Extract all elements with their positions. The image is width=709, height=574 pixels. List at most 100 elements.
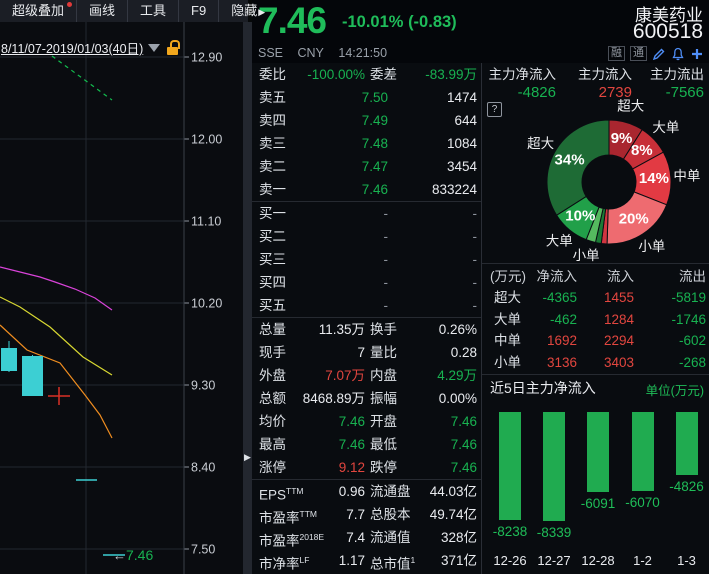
stat-value: 7.7 bbox=[346, 507, 365, 522]
row-label: 均价 bbox=[259, 414, 286, 429]
plus-icon[interactable] bbox=[690, 47, 704, 61]
expand-arrow-icon[interactable]: ▶ bbox=[244, 452, 251, 462]
stat-row: EPSTTM 0.96 流通盘 44.03亿 bbox=[252, 480, 481, 503]
menu-item-5[interactable]: 隐藏▶ bbox=[231, 3, 266, 18]
donut-name-label: 大单 bbox=[546, 234, 573, 249]
row-label: 涨停 bbox=[259, 460, 286, 475]
menu-item-1[interactable]: 超级叠加 bbox=[0, 0, 78, 22]
order-book-row[interactable]: 买二 - - bbox=[252, 225, 481, 248]
market-info: SSE CNY 14:21:50 bbox=[258, 46, 398, 60]
stat-value: 9.12 bbox=[338, 460, 365, 475]
donut-slice-7 bbox=[585, 206, 604, 244]
flow-row-name: 大单 bbox=[494, 311, 521, 327]
order-price: 7.48 bbox=[361, 136, 388, 151]
flow-cell-value: 1692 bbox=[546, 333, 577, 348]
candle-body bbox=[1, 348, 17, 371]
donut-pct-label: 8% bbox=[631, 142, 653, 159]
stat-value: 49.74亿 bbox=[429, 507, 477, 522]
current-price-tag: ←7.46 bbox=[113, 547, 153, 563]
stat-value: 7.46 bbox=[450, 460, 477, 475]
order-book-row[interactable]: 买一 - - bbox=[252, 202, 481, 225]
stock-name: 康美药业 bbox=[635, 6, 703, 25]
flow-bar-date: 12-28 bbox=[581, 553, 615, 568]
donut-pct-label: 10% bbox=[565, 208, 595, 225]
row-label: 换手 bbox=[370, 322, 397, 337]
kline-bg bbox=[0, 22, 243, 574]
bell-icon[interactable] bbox=[671, 47, 685, 61]
flow-table-col-header: 流入 bbox=[607, 269, 634, 284]
stat-value: 0.96 bbox=[338, 484, 365, 499]
stat-value: 1.17 bbox=[338, 553, 365, 568]
y-axis-label: 12.90 bbox=[191, 51, 222, 65]
flow-bar-value: -6091 bbox=[580, 496, 616, 511]
flow-cell-value: 1284 bbox=[603, 311, 634, 327]
donut-slice-1 bbox=[608, 119, 643, 160]
stat-row: 涨停 9.12 跌停 7.46 bbox=[252, 456, 481, 479]
flow-bar bbox=[543, 412, 565, 521]
stock-badges: 融 通 bbox=[608, 46, 704, 61]
flow-table-header: (万元) 净流入 流入 流出 bbox=[482, 266, 709, 287]
flow-bar-date: 12-27 bbox=[537, 553, 571, 568]
flow-cell-value: -268 bbox=[678, 354, 706, 370]
row-label: 振幅 bbox=[370, 391, 397, 406]
flow-bar bbox=[499, 412, 521, 520]
row-label: 卖三 bbox=[259, 136, 286, 151]
flow-summary-value: -4826 bbox=[517, 84, 556, 101]
price-change: -10.01% (-0.83) bbox=[342, 13, 457, 32]
stat-row: 市净率LF 1.17 总市值1 371亿 bbox=[252, 549, 481, 572]
flow-bar bbox=[675, 412, 698, 475]
row-label: 委比 bbox=[259, 67, 286, 82]
order-quantity: 1084 bbox=[446, 136, 477, 151]
y-axis-label: 11.10 bbox=[191, 215, 221, 229]
stat-value: 11.35万 bbox=[318, 322, 365, 337]
change-absolute: (-0.83) bbox=[408, 13, 457, 31]
help-icon[interactable]: ? bbox=[487, 102, 502, 117]
menu-item-2[interactable]: 画线 bbox=[77, 0, 129, 22]
flow-summary-col: 主力流出 -7566 bbox=[650, 66, 704, 102]
flow-cell-value: 3136 bbox=[546, 354, 577, 370]
stat-value: 7.07万 bbox=[325, 368, 365, 383]
ma-orange bbox=[0, 324, 113, 439]
chevron-down-icon[interactable] bbox=[148, 43, 161, 52]
stat-value: 328亿 bbox=[440, 530, 477, 545]
order-quantity: 644 bbox=[454, 113, 477, 128]
change-percent: -10.01% bbox=[342, 13, 404, 31]
stat-row: 委比 -100.00% 委差 -83.99万 bbox=[252, 63, 481, 86]
flow-table-row: 超大 -4365 1455 -5819 bbox=[482, 287, 709, 308]
order-quantity: 3454 bbox=[446, 159, 477, 174]
flow-table-row: 小单 3136 3403 -268 bbox=[482, 352, 709, 373]
order-book-row[interactable]: 卖一 7.46 833224 bbox=[252, 178, 481, 201]
order-book-row[interactable]: 买五 - - bbox=[252, 294, 481, 317]
order-book-row[interactable]: 卖四 7.49 644 bbox=[252, 109, 481, 132]
panel-splitter[interactable]: ▶ bbox=[243, 22, 252, 574]
row-label: 买四 bbox=[259, 275, 286, 290]
menu-item-3[interactable]: 工具 bbox=[128, 0, 180, 22]
candle-body bbox=[22, 356, 43, 396]
unlock-icon[interactable] bbox=[167, 40, 181, 55]
menubar: 超级叠加 画线 工具 F9 隐藏▶ bbox=[0, 0, 265, 22]
order-quantity: - bbox=[472, 298, 478, 313]
date-range-label[interactable]: 8/11/07-2019/01/03(40日) bbox=[1, 42, 144, 56]
order-book-row[interactable]: 卖三 7.48 1084 bbox=[252, 132, 481, 155]
margin-badge: 融 bbox=[608, 46, 625, 61]
kline-canvas[interactable]: 12.90 12.00 11.10 10.20 9.30 8.40 7.50 ←7.46 bbox=[0, 22, 243, 574]
row-divider bbox=[252, 479, 481, 480]
money-flow-panel: 主力净流入 -4826 主力流入 2739 主力流出 -7566 ? 9% 超大 8% 大单 14… bbox=[481, 63, 709, 574]
stat-value: 371亿 bbox=[440, 553, 477, 568]
pencil-icon[interactable] bbox=[652, 47, 666, 61]
order-book-row[interactable]: 买四 - - bbox=[252, 271, 481, 294]
flow-table-row: 大单 -462 1284 -1746 bbox=[482, 309, 709, 330]
order-book-row[interactable]: 卖二 7.47 3454 bbox=[252, 155, 481, 178]
row-label: 量比 bbox=[370, 345, 397, 360]
flow-cell-value: -4365 bbox=[542, 290, 577, 305]
stat-row: 市盈率2018E 7.4 流通值 328亿 bbox=[252, 526, 481, 549]
flow-summary-value: 2739 bbox=[598, 84, 632, 101]
order-book-row[interactable]: 卖五 7.50 1474 bbox=[252, 86, 481, 109]
menu-item-4[interactable]: F9 bbox=[179, 0, 220, 22]
date-range-selector[interactable]: 8/11/07-2019/01/03(40日) bbox=[1, 38, 181, 57]
row-label: 最高 bbox=[259, 437, 286, 452]
stat-row: 现手 7 量比 0.28 bbox=[252, 341, 481, 364]
row-label: 外盘 bbox=[259, 368, 286, 383]
order-book-row[interactable]: 买三 - - bbox=[252, 248, 481, 271]
donut-pct-label: 20% bbox=[619, 211, 649, 228]
